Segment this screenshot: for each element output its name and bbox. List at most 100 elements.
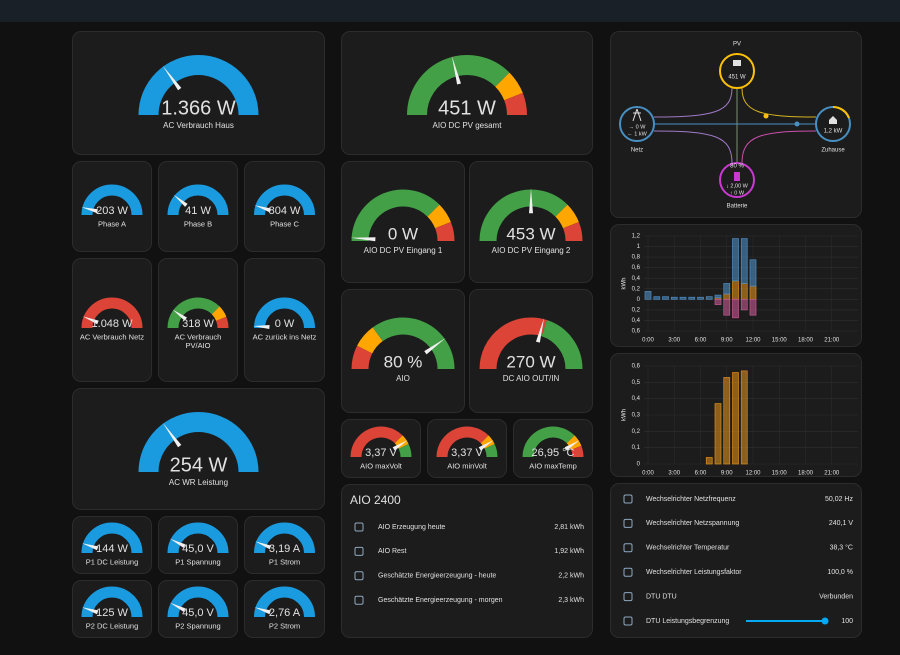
gauge-value: 45,0 V xyxy=(182,607,214,619)
gauge-label: AIO DC PV gesamt xyxy=(433,121,503,130)
row-icon xyxy=(623,567,633,577)
gauge-label: AC WR Leistung xyxy=(169,478,228,487)
flow-text: → 0 W xyxy=(629,124,647,130)
flow-text: Batterie xyxy=(727,204,748,210)
gauge-needle xyxy=(529,188,533,214)
bar xyxy=(705,296,713,300)
row-icon xyxy=(623,543,633,553)
gauge-needle xyxy=(254,607,271,615)
x-tick-label: 0:00 xyxy=(642,471,654,477)
gauge-arc xyxy=(555,204,579,229)
gauge-arc xyxy=(81,522,143,554)
row-value: 38,3 °C xyxy=(830,544,853,552)
flow-text: Zuhause xyxy=(821,148,845,154)
gauge-needle xyxy=(169,602,186,612)
y-tick-label: 1 xyxy=(637,244,641,250)
x-tick-label: 0:00 xyxy=(642,338,654,344)
x-tick-label: 3:00 xyxy=(668,471,680,477)
gauge-arc xyxy=(81,586,143,618)
bar xyxy=(670,296,678,300)
gauge-value: 270 W xyxy=(506,352,555,371)
gauge-label: AIO DC PV Eingang 1 xyxy=(364,246,443,255)
gauge-label: AC Verbrauch Netz xyxy=(80,332,144,341)
gauge-needle xyxy=(564,440,580,451)
bar xyxy=(714,294,722,299)
gauge-needle xyxy=(535,318,545,343)
pv-icon xyxy=(733,60,741,66)
battery-icon xyxy=(734,172,740,181)
bar xyxy=(723,293,731,300)
row-label: DTU DTU xyxy=(646,593,677,600)
bar xyxy=(732,280,739,300)
gauge-value: 26,95 °C xyxy=(532,447,575,459)
gauge-value: 804 W xyxy=(269,205,301,217)
x-tick-label: 12:00 xyxy=(745,471,761,477)
gauge-arc xyxy=(372,317,455,370)
y-tick-label: 0,4 xyxy=(632,318,641,324)
x-tick-label: 21:00 xyxy=(824,471,840,477)
row-icon xyxy=(623,616,633,626)
gauge-value: 45,0 V xyxy=(182,543,214,555)
gauge-label: P2 DC Leistung xyxy=(86,621,139,630)
gauge-value: 451 W xyxy=(438,97,496,119)
y-tick-label: 0,3 xyxy=(632,413,641,419)
gauge-label: AC Verbrauch PV/AIO xyxy=(175,332,222,350)
bar xyxy=(688,296,696,300)
flow-text: Netz xyxy=(631,148,643,154)
gauge-value: 41 W xyxy=(185,205,211,217)
gauge-value: 3,19 A xyxy=(269,543,301,555)
x-tick-label: 9:00 xyxy=(721,471,733,477)
y-tick-label: 0,2 xyxy=(632,429,641,435)
gauge-label: Phase B xyxy=(184,219,212,228)
x-tick-label: 3:00 xyxy=(668,338,680,344)
gauge-value: 0 W xyxy=(275,318,295,330)
card xyxy=(341,484,593,638)
bar xyxy=(732,298,739,319)
y-tick-label: 0 xyxy=(637,297,641,303)
gauge-needle xyxy=(424,338,446,355)
gauge-label: P2 Strom xyxy=(269,621,300,630)
home-icon xyxy=(829,116,837,124)
gauge-label: P1 Spannung xyxy=(175,557,220,566)
bar xyxy=(723,298,731,316)
gauge-value: 1.366 W xyxy=(161,97,236,119)
y-tick-label: 0,6 xyxy=(632,329,641,335)
row-label: Wechselrichter Netzspannung xyxy=(646,520,739,527)
y-tick-label: 0,2 xyxy=(632,307,641,313)
gauge-arc xyxy=(167,586,229,618)
gauge-arc xyxy=(254,586,315,618)
flow-node xyxy=(619,106,655,142)
bar xyxy=(653,296,661,300)
row-label: Wechselrichter Leistungsfaktor xyxy=(646,569,742,576)
flow-text: ← 1 kW xyxy=(627,131,647,137)
flow-dot xyxy=(794,121,800,127)
gauge-arc xyxy=(434,222,455,242)
x-tick-label: 15:00 xyxy=(772,338,788,344)
gauge-arc xyxy=(522,426,575,458)
gauge-label: P1 DC Leistung xyxy=(86,557,139,566)
gauge-arc xyxy=(81,184,143,216)
flow-line xyxy=(653,130,733,164)
y-tick-label: 0,2 xyxy=(632,286,641,292)
y-tick-label: 0,4 xyxy=(632,396,641,402)
bar xyxy=(723,283,731,295)
gauge-arc xyxy=(427,204,451,229)
gauge-needle xyxy=(255,541,272,550)
x-tick-label: 6:00 xyxy=(695,471,707,477)
row-label: Geschätzte Energieerzeugung - morgen xyxy=(378,597,503,604)
x-tick-label: 18:00 xyxy=(798,471,814,477)
gauge-needle xyxy=(169,538,186,548)
gauge-needle xyxy=(82,316,99,325)
bar xyxy=(740,298,748,311)
card-title: AIO 2400 xyxy=(350,493,401,507)
row-icon xyxy=(623,518,633,528)
gauge-arc xyxy=(351,345,373,370)
row-value: 240,1 V xyxy=(829,520,853,527)
gauge-label: AIO xyxy=(396,374,410,383)
bar xyxy=(679,296,687,300)
top-bar xyxy=(0,0,900,22)
card xyxy=(72,31,325,155)
gauge-arc xyxy=(138,55,259,116)
row-value: Verbunden xyxy=(819,593,853,600)
